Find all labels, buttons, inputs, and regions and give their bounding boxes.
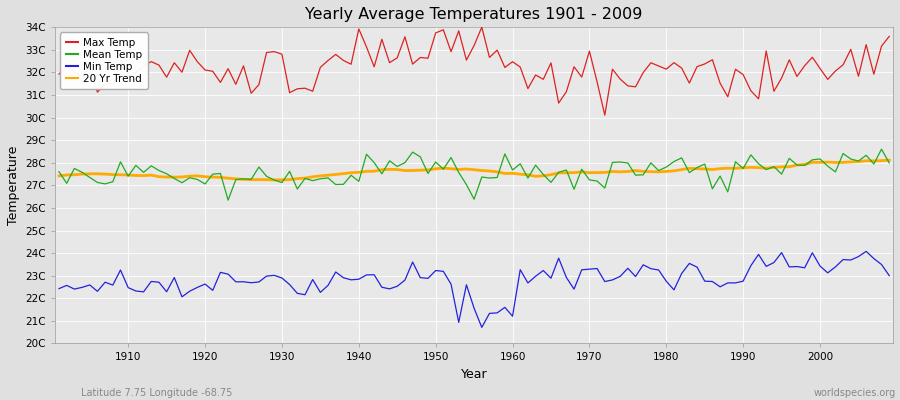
Y-axis label: Temperature: Temperature	[7, 146, 20, 225]
Text: Latitude 7.75 Longitude -68.75: Latitude 7.75 Longitude -68.75	[81, 388, 232, 398]
Title: Yearly Average Temperatures 1901 - 2009: Yearly Average Temperatures 1901 - 2009	[305, 7, 643, 22]
Legend: Max Temp, Mean Temp, Min Temp, 20 Yr Trend: Max Temp, Mean Temp, Min Temp, 20 Yr Tre…	[60, 32, 148, 89]
X-axis label: Year: Year	[461, 368, 488, 381]
Text: worldspecies.org: worldspecies.org	[814, 388, 896, 398]
